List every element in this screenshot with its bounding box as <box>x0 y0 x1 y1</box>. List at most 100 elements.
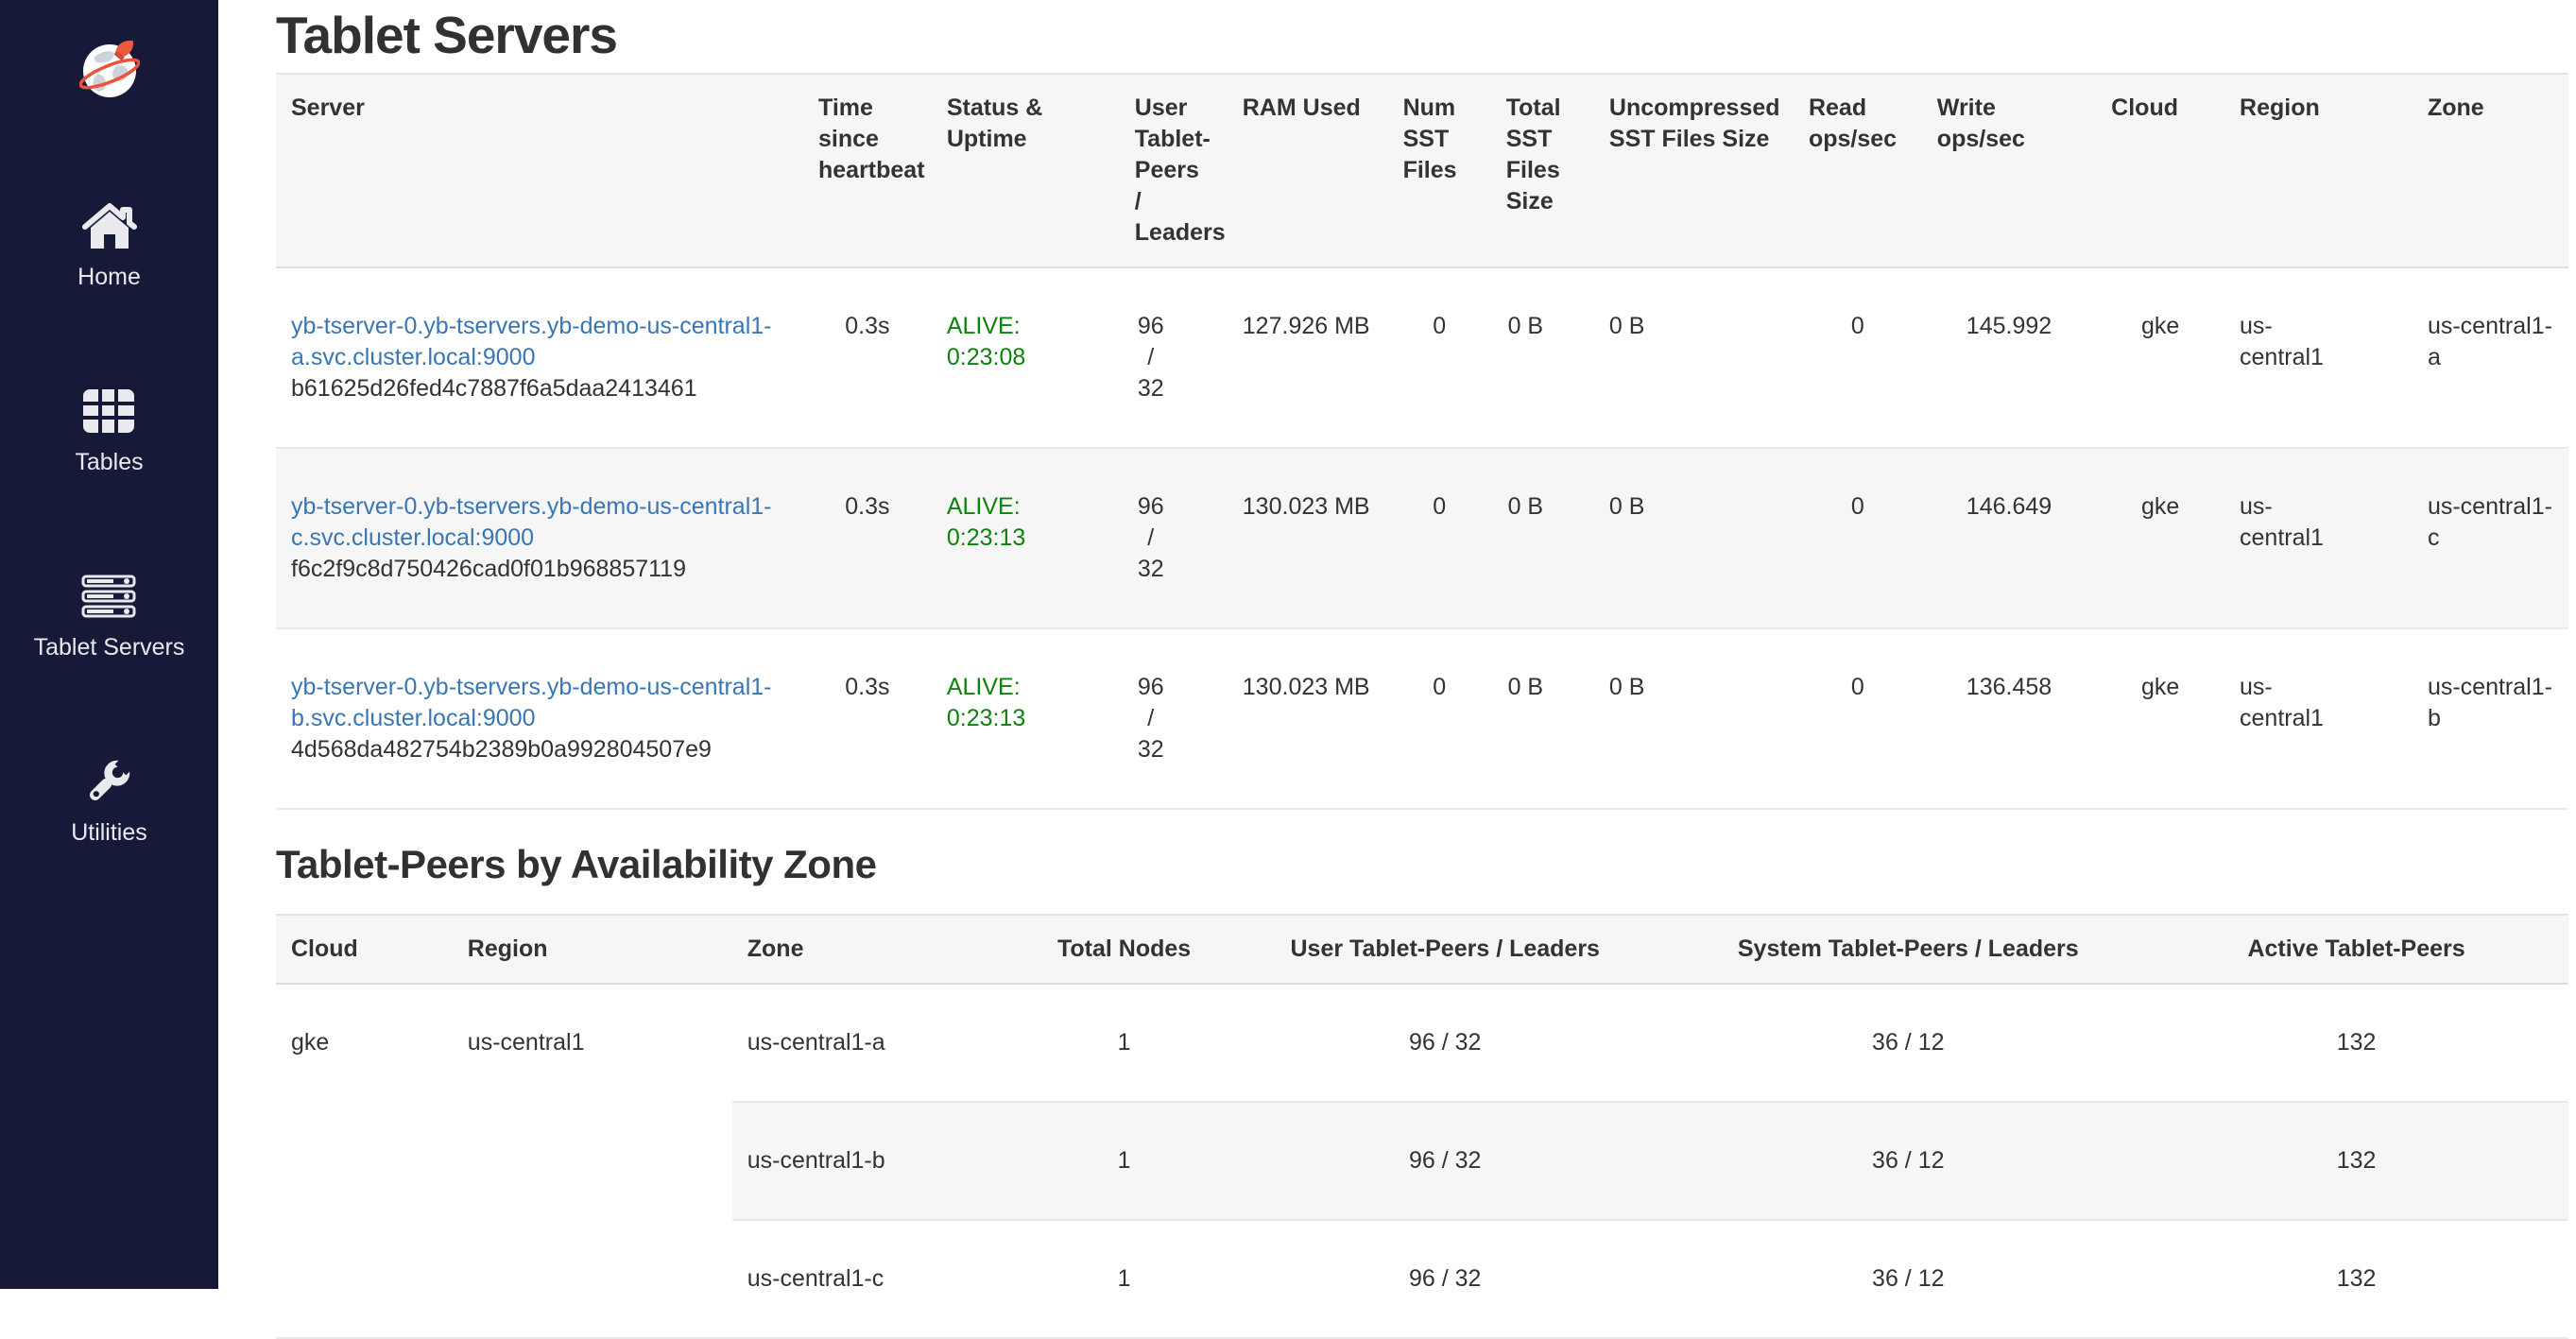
heartbeat-cell: 0.3s <box>845 313 890 339</box>
num-sst-files-cell: 0 <box>1387 627 1491 809</box>
server-uuid: b61625d26fed4c7887f6a5daa2413461 <box>291 375 697 402</box>
col-zone: Zone <box>2412 74 2568 268</box>
tserver-row: yb-tserver-0.yb-tservers.yb-demo-us-cent… <box>276 627 2568 809</box>
zone-cell: us-central1-b <box>2412 627 2568 809</box>
main-content: Tablet Servers Server Time since heartbe… <box>218 0 2576 1339</box>
tserver-row: yb-tserver-0.yb-tservers.yb-demo-us-cent… <box>276 267 2568 448</box>
sidebar-item-home[interactable]: Home <box>77 197 141 290</box>
region-cell: us-central1 <box>2224 627 2413 809</box>
col-write-ops: Write ops/sec <box>1921 74 2097 268</box>
sidebar-item-label: Utilities <box>71 819 147 846</box>
col-status: Status & Uptime <box>931 74 1120 268</box>
col-active-tablet-peers: Active Tablet-Peers <box>2144 915 2568 985</box>
user-tablet-peers-cell: 96 / 32 <box>1119 627 1228 809</box>
user-tablet-peers-cell: 96 / 32 <box>1409 1029 1482 1056</box>
status-cell: ALIVE: 0:23:13 <box>931 447 1120 628</box>
cloud-cell: gke <box>2096 627 2225 809</box>
cloud-cell: gke <box>2096 447 2225 628</box>
read-ops-cell: 0 <box>1793 627 1922 809</box>
col-region: Region <box>452 915 732 985</box>
az-tablet-peers-table: Cloud Region Zone Total Nodes User Table… <box>276 914 2568 1339</box>
col-system-tablet-peers: System Tablet-Peers / Leaders <box>1672 915 2145 985</box>
user-tablet-peers-cell: 96 / 32 <box>1137 313 1164 402</box>
uncompressed-sst-size-cell: 0 B <box>1608 313 1645 339</box>
zone-cell: us-central1-c <box>2412 447 2568 628</box>
server-link[interactable]: yb-tserver-0.yb-tservers.yb-demo-us-cent… <box>291 674 772 731</box>
server-link[interactable]: yb-tserver-0.yb-tservers.yb-demo-us-cent… <box>291 493 772 551</box>
user-tablet-peers-cell: 96 / 32 <box>1218 1219 1673 1338</box>
col-total-sst-size: Total SST Files Size <box>1490 74 1594 268</box>
total-nodes-cell: 1 <box>1030 1219 1219 1338</box>
tserver-row: yb-tserver-0.yb-tservers.yb-demo-us-cent… <box>276 447 2568 628</box>
active-tablet-peers-cell: 132 <box>2144 1219 2568 1338</box>
active-tablet-peers-cell: 132 <box>2336 1029 2377 1056</box>
total-sst-size-cell: 0 B <box>1490 447 1594 628</box>
col-num-sst-files: Num SST Files <box>1387 74 1491 268</box>
system-tablet-peers-cell: 36 / 12 <box>1672 1101 2145 1220</box>
write-ops-cell: 136.458 <box>1921 627 2097 809</box>
system-tablet-peers-cell: 36 / 12 <box>1672 1219 2145 1338</box>
sidebar-item-tablet-servers[interactable]: Tablet Servers <box>34 568 184 661</box>
col-heartbeat: Time since heartbeat <box>803 74 932 268</box>
server-cell: yb-tserver-0.yb-tservers.yb-demo-us-cent… <box>276 447 803 628</box>
sidebar-item-utilities[interactable]: Utilities <box>71 753 147 846</box>
col-user-tablet-peers: User Tablet-Peers / Leaders <box>1119 74 1228 268</box>
server-uuid: 4d568da482754b2389b0a992804507e9 <box>291 736 712 763</box>
tablet-servers-icon <box>81 568 136 625</box>
uncompressed-sst-size-cell: 0 B <box>1593 627 1794 809</box>
logo[interactable] <box>77 40 141 105</box>
sidebar-item-label: Home <box>77 264 141 290</box>
sidebar-item-label: Tables <box>75 449 144 475</box>
region-cell: us-central1 <box>2240 313 2324 370</box>
az-row: gke us-central1 us-central1-a 1 96 / 32 … <box>276 984 2568 1102</box>
zone-cell: us-central1-c <box>731 1219 1031 1338</box>
system-tablet-peers-cell: 36 / 12 <box>1872 1029 1945 1056</box>
server-cell: yb-tserver-0.yb-tservers.yb-demo-us-cent… <box>276 267 803 448</box>
ram-used-cell: 127.926 MB <box>1242 313 1370 339</box>
read-ops-cell: 0 <box>1793 447 1922 628</box>
col-region: Region <box>2224 74 2413 268</box>
region-cell: us-central1 <box>2224 447 2413 628</box>
zone-cell: us-central1-b <box>731 1101 1031 1220</box>
tserver-header-row: Server Time since heartbeat Status & Upt… <box>276 74 2568 268</box>
heartbeat-cell: 0.3s <box>803 627 932 809</box>
tables-icon <box>82 383 136 439</box>
col-cloud: Cloud <box>2096 74 2225 268</box>
az-section-title: Tablet-Peers by Availability Zone <box>276 842 877 886</box>
col-server: Server <box>276 74 803 268</box>
active-tablet-peers-cell: 132 <box>2144 1101 2568 1220</box>
zone-cell: us-central1-a <box>2427 313 2552 370</box>
col-ram-used: RAM Used <box>1227 74 1388 268</box>
write-ops-cell: 146.649 <box>1921 447 2097 628</box>
user-tablet-peers-cell: 96 / 32 <box>1218 1101 1673 1220</box>
num-sst-files-cell: 0 <box>1387 447 1491 628</box>
page-title: Tablet Servers <box>276 6 618 64</box>
col-total-nodes: Total Nodes <box>1030 915 1219 985</box>
col-cloud: Cloud <box>276 915 453 985</box>
status-cell: ALIVE: 0:23:08 <box>946 313 1026 370</box>
uncompressed-sst-size-cell: 0 B <box>1593 447 1794 628</box>
col-uncompressed-sst-size: Uncompressed SST Files Size <box>1593 74 1794 268</box>
total-sst-size-cell: 0 B <box>1507 313 1544 339</box>
total-nodes-cell: 1 <box>1117 1029 1131 1056</box>
zone-cell: us-central1-a <box>747 1029 885 1056</box>
home-icon <box>81 197 137 254</box>
server-cell: yb-tserver-0.yb-tservers.yb-demo-us-cent… <box>276 627 803 809</box>
col-zone: Zone <box>731 915 1031 985</box>
az-header-row: Cloud Region Zone Total Nodes User Table… <box>276 915 2568 985</box>
status-cell: ALIVE: 0:23:13 <box>931 627 1120 809</box>
server-link[interactable]: yb-tserver-0.yb-tservers.yb-demo-us-cent… <box>291 313 772 370</box>
total-nodes-cell: 1 <box>1030 1101 1219 1220</box>
col-read-ops: Read ops/sec <box>1793 74 1922 268</box>
user-tablet-peers-cell: 96 / 32 <box>1119 447 1228 628</box>
sidebar-item-tables[interactable]: Tables <box>75 383 144 475</box>
col-user-tablet-peers: User Tablet-Peers / Leaders <box>1218 915 1673 985</box>
sidebar: Home Tables <box>0 0 218 1289</box>
tablet-servers-table: Server Time since heartbeat Status & Upt… <box>276 73 2568 810</box>
heartbeat-cell: 0.3s <box>803 447 932 628</box>
num-sst-files-cell: 0 <box>1433 313 1447 339</box>
rocket-globe-logo-icon <box>77 40 141 104</box>
write-ops-cell: 145.992 <box>1966 313 2052 339</box>
ram-used-cell: 130.023 MB <box>1227 447 1388 628</box>
region-cell: us-central1 <box>467 1029 585 1056</box>
